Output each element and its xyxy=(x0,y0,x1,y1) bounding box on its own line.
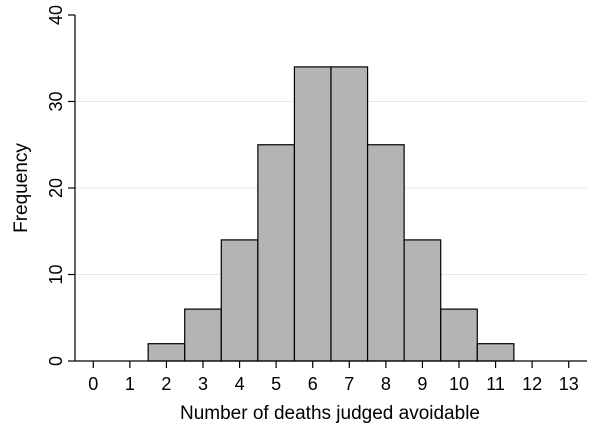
y-axis-ticks: 0 10 20 30 40 xyxy=(46,5,75,366)
x-tick-label: 4 xyxy=(235,374,245,394)
x-tick-label: 9 xyxy=(417,374,427,394)
x-tick-label: 2 xyxy=(161,374,171,394)
histogram-bar-9 xyxy=(403,239,442,362)
histogram-bar-4 xyxy=(220,239,259,362)
x-axis-title: Number of deaths judged avoidable xyxy=(180,403,480,423)
y-tick-label: 40 xyxy=(46,5,66,25)
x-tick-label: 1 xyxy=(125,374,135,394)
x-tick-label: 3 xyxy=(198,374,208,394)
histogram-bar-11 xyxy=(476,343,515,362)
x-tick-label: 13 xyxy=(559,374,579,394)
x-tick-label: 5 xyxy=(271,374,281,394)
y-tick-label: 0 xyxy=(46,356,66,366)
x-tick-label: 6 xyxy=(308,374,318,394)
x-tick-label: 0 xyxy=(88,374,98,394)
x-tick-label: 11 xyxy=(486,374,505,394)
histogram-bar-10 xyxy=(440,308,478,362)
histogram-bar-8 xyxy=(366,144,405,362)
histogram-bar-3 xyxy=(184,308,222,362)
histogram-bar-5 xyxy=(257,144,296,362)
x-axis-ticks: 0 1 2 3 4 5 6 7 8 9 10 11 12 13 xyxy=(88,361,579,394)
x-tick-label: 12 xyxy=(522,374,542,394)
histogram-bar-7 xyxy=(330,66,369,362)
x-tick-label: 7 xyxy=(344,374,354,394)
x-tick-label: 8 xyxy=(381,374,391,394)
y-tick-label: 10 xyxy=(46,264,66,284)
histogram-bars xyxy=(147,66,515,362)
histogram-bar-2 xyxy=(147,343,186,362)
y-tick-label: 20 xyxy=(46,178,66,198)
y-tick-label: 30 xyxy=(46,91,66,111)
x-tick-label: 10 xyxy=(449,374,469,394)
y-axis-title: Frequency xyxy=(11,143,32,233)
histogram-bar-6 xyxy=(293,66,332,362)
